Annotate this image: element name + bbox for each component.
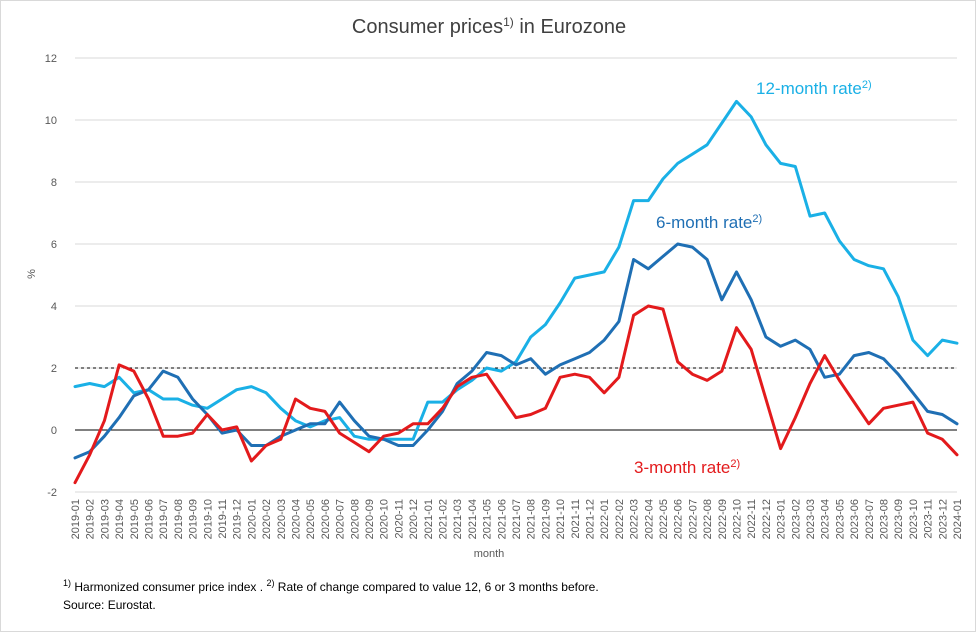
x-tick-label: 2019-03 [99, 499, 111, 539]
x-tick-label: 2022-08 [702, 499, 714, 539]
y-tick-label: 0 [51, 425, 57, 437]
x-tick-label: 2021-02 [438, 499, 450, 539]
x-tick-label: 2020-07 [335, 499, 347, 539]
x-tick-label: 2022-11 [746, 499, 758, 539]
x-tick-label: 2022-05 [658, 499, 670, 539]
x-tick-label: 2019-12 [232, 499, 244, 539]
x-tick-label: 2019-05 [129, 499, 141, 539]
x-tick-label: 2023-11 [923, 499, 935, 539]
x-tick-label: 2022-04 [643, 499, 655, 539]
x-tick-label: 2021-07 [511, 499, 523, 539]
x-tick-label: 2024-01 [952, 499, 964, 539]
chart-title: Consumer prices1) in Eurozone [352, 15, 626, 38]
x-tick-label: 2020-08 [349, 499, 361, 539]
x-tick-label: 2019-04 [114, 499, 126, 539]
x-tick-label: 2021-04 [467, 499, 479, 539]
x-tick-label: 2021-11 [570, 499, 582, 539]
x-tick-label: 2020-06 [320, 499, 332, 539]
y-tick-label: 10 [45, 115, 57, 127]
x-tick-label: 2022-10 [732, 499, 744, 539]
x-tick-label: 2019-09 [188, 499, 200, 539]
series-label-12-month: 12-month rate2) [756, 79, 872, 98]
x-tick-label: 2020-01 [246, 499, 258, 539]
x-tick-label: 2023-10 [908, 499, 920, 539]
x-tick-label: 2021-12 [585, 499, 597, 539]
series-line-6-month-rate [73, 242, 959, 460]
x-tick-label: 2020-10 [379, 499, 391, 539]
y-tick-label: -2 [47, 487, 57, 499]
x-tick-label: 2023-03 [805, 499, 817, 539]
x-tick-label: 2019-10 [202, 499, 214, 539]
footnote-line-1: 1) Harmonized consumer price index . 2) … [63, 578, 599, 594]
y-axis-label: % [26, 269, 38, 279]
x-tick-label: 2020-03 [276, 499, 288, 539]
footnote-line-2: Source: Eurostat. [63, 598, 156, 612]
y-tick-label: 8 [51, 177, 57, 189]
x-tick-label: 2019-08 [173, 499, 185, 539]
x-tick-label: 2022-03 [629, 499, 641, 539]
x-tick-label: 2019-07 [158, 499, 170, 539]
x-tick-label: 2019-01 [70, 499, 82, 539]
x-tick-label: 2023-04 [820, 499, 832, 539]
x-tick-label: 2022-12 [761, 499, 773, 539]
series-line-3-month-rate [73, 304, 959, 485]
series-label-3-month: 3-month rate2) [634, 458, 740, 477]
x-tick-label: 2021-09 [540, 499, 552, 539]
x-tick-label: 2023-07 [864, 499, 876, 539]
y-tick-label: 6 [51, 239, 57, 251]
x-tick-label: 2019-06 [144, 499, 156, 539]
y-tick-label: 2 [51, 363, 57, 375]
x-axis-label: month [474, 548, 505, 560]
x-tick-label: 2021-06 [496, 499, 508, 539]
x-tick-label: 2020-09 [364, 499, 376, 539]
x-tick-label: 2022-09 [717, 499, 729, 539]
x-tick-label: 2023-01 [776, 499, 788, 539]
x-tick-label: 2023-12 [937, 499, 949, 539]
x-tick-label: 2022-06 [673, 499, 685, 539]
y-tick-labels: -2 0 2 4 6 8 10 12 [45, 53, 57, 499]
x-tick-label: 2020-12 [408, 499, 420, 539]
x-tick-labels: 2019-01 2019-02 2019-03 2019-04 2019-05 2019-… [70, 499, 964, 539]
x-tick-label: 2020-04 [291, 499, 303, 539]
x-tick-label: 2023-08 [879, 499, 891, 539]
x-tick-label: 2021-10 [555, 499, 567, 539]
x-tick-label: 2021-05 [482, 499, 494, 539]
x-tick-label: 2022-02 [614, 499, 626, 539]
x-tick-label: 2023-09 [893, 499, 905, 539]
x-tick-label: 2020-02 [261, 499, 273, 539]
series-lines [73, 99, 959, 485]
y-tick-label: 12 [45, 53, 57, 65]
series-label-6-month: 6-month rate2) [656, 213, 762, 232]
series-line-12-month-rate [73, 99, 959, 441]
x-tick-label: 2023-06 [849, 499, 861, 539]
x-tick-label: 2019-02 [85, 499, 97, 539]
x-tick-label: 2019-11 [217, 499, 229, 539]
x-tick-label: 2020-05 [305, 499, 317, 539]
x-tick-label: 2021-03 [452, 499, 464, 539]
y-tick-label: 4 [51, 301, 57, 313]
x-tick-label: 2021-08 [526, 499, 538, 539]
x-tick-label: 2023-02 [790, 499, 802, 539]
x-tick-label: 2022-07 [687, 499, 699, 539]
grid-lines [75, 57, 957, 493]
x-tick-label: 2023-05 [834, 499, 846, 539]
x-tick-label: 2022-01 [599, 499, 611, 539]
x-tick-label: 2021-01 [423, 499, 435, 539]
x-tick-label: 2020-11 [393, 499, 405, 539]
